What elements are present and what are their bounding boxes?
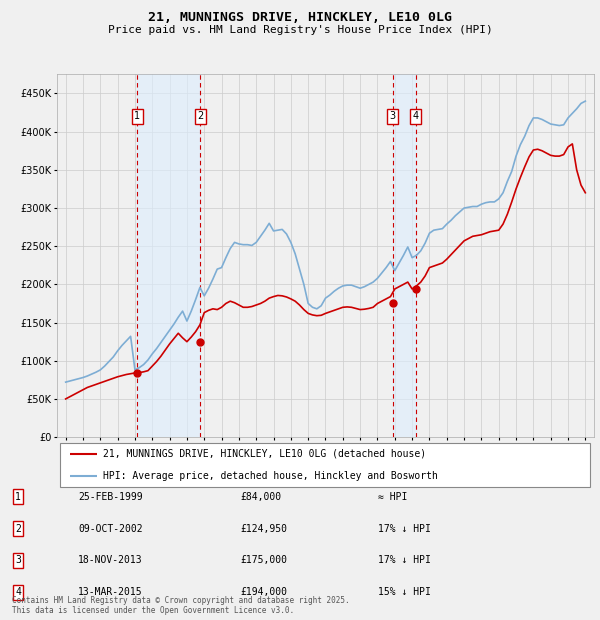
Text: 15% ↓ HPI: 15% ↓ HPI [378, 587, 431, 597]
Text: 09-OCT-2002: 09-OCT-2002 [78, 524, 143, 534]
Text: 1: 1 [134, 112, 140, 122]
Bar [393, 74, 416, 437]
Text: HPI: Average price, detached house, Hinckley and Bosworth: HPI: Average price, detached house, Hinc… [103, 471, 437, 481]
Text: 25-FEB-1999: 25-FEB-1999 [78, 492, 143, 502]
Text: £175,000: £175,000 [240, 556, 287, 565]
Text: 3: 3 [15, 556, 21, 565]
Text: 3: 3 [389, 112, 396, 122]
Text: £194,000: £194,000 [240, 587, 287, 597]
Text: 21, MUNNINGS DRIVE, HINCKLEY, LE10 0LG: 21, MUNNINGS DRIVE, HINCKLEY, LE10 0LG [148, 11, 452, 24]
Text: 17% ↓ HPI: 17% ↓ HPI [378, 524, 431, 534]
Text: ≈ HPI: ≈ HPI [378, 492, 407, 502]
FancyBboxPatch shape [59, 443, 590, 487]
Text: Contains HM Land Registry data © Crown copyright and database right 2025.
This d: Contains HM Land Registry data © Crown c… [12, 596, 350, 615]
Text: 13-MAR-2015: 13-MAR-2015 [78, 587, 143, 597]
Text: 17% ↓ HPI: 17% ↓ HPI [378, 556, 431, 565]
Text: 1: 1 [15, 492, 21, 502]
Text: 21, MUNNINGS DRIVE, HINCKLEY, LE10 0LG (detached house): 21, MUNNINGS DRIVE, HINCKLEY, LE10 0LG (… [103, 449, 426, 459]
Text: £84,000: £84,000 [240, 492, 281, 502]
Text: £124,950: £124,950 [240, 524, 287, 534]
Text: Price paid vs. HM Land Registry's House Price Index (HPI): Price paid vs. HM Land Registry's House … [107, 25, 493, 35]
Text: 2: 2 [197, 112, 203, 122]
Text: 18-NOV-2013: 18-NOV-2013 [78, 556, 143, 565]
Bar [137, 74, 200, 437]
Text: 4: 4 [413, 112, 419, 122]
Text: 4: 4 [15, 587, 21, 597]
Text: 2: 2 [15, 524, 21, 534]
